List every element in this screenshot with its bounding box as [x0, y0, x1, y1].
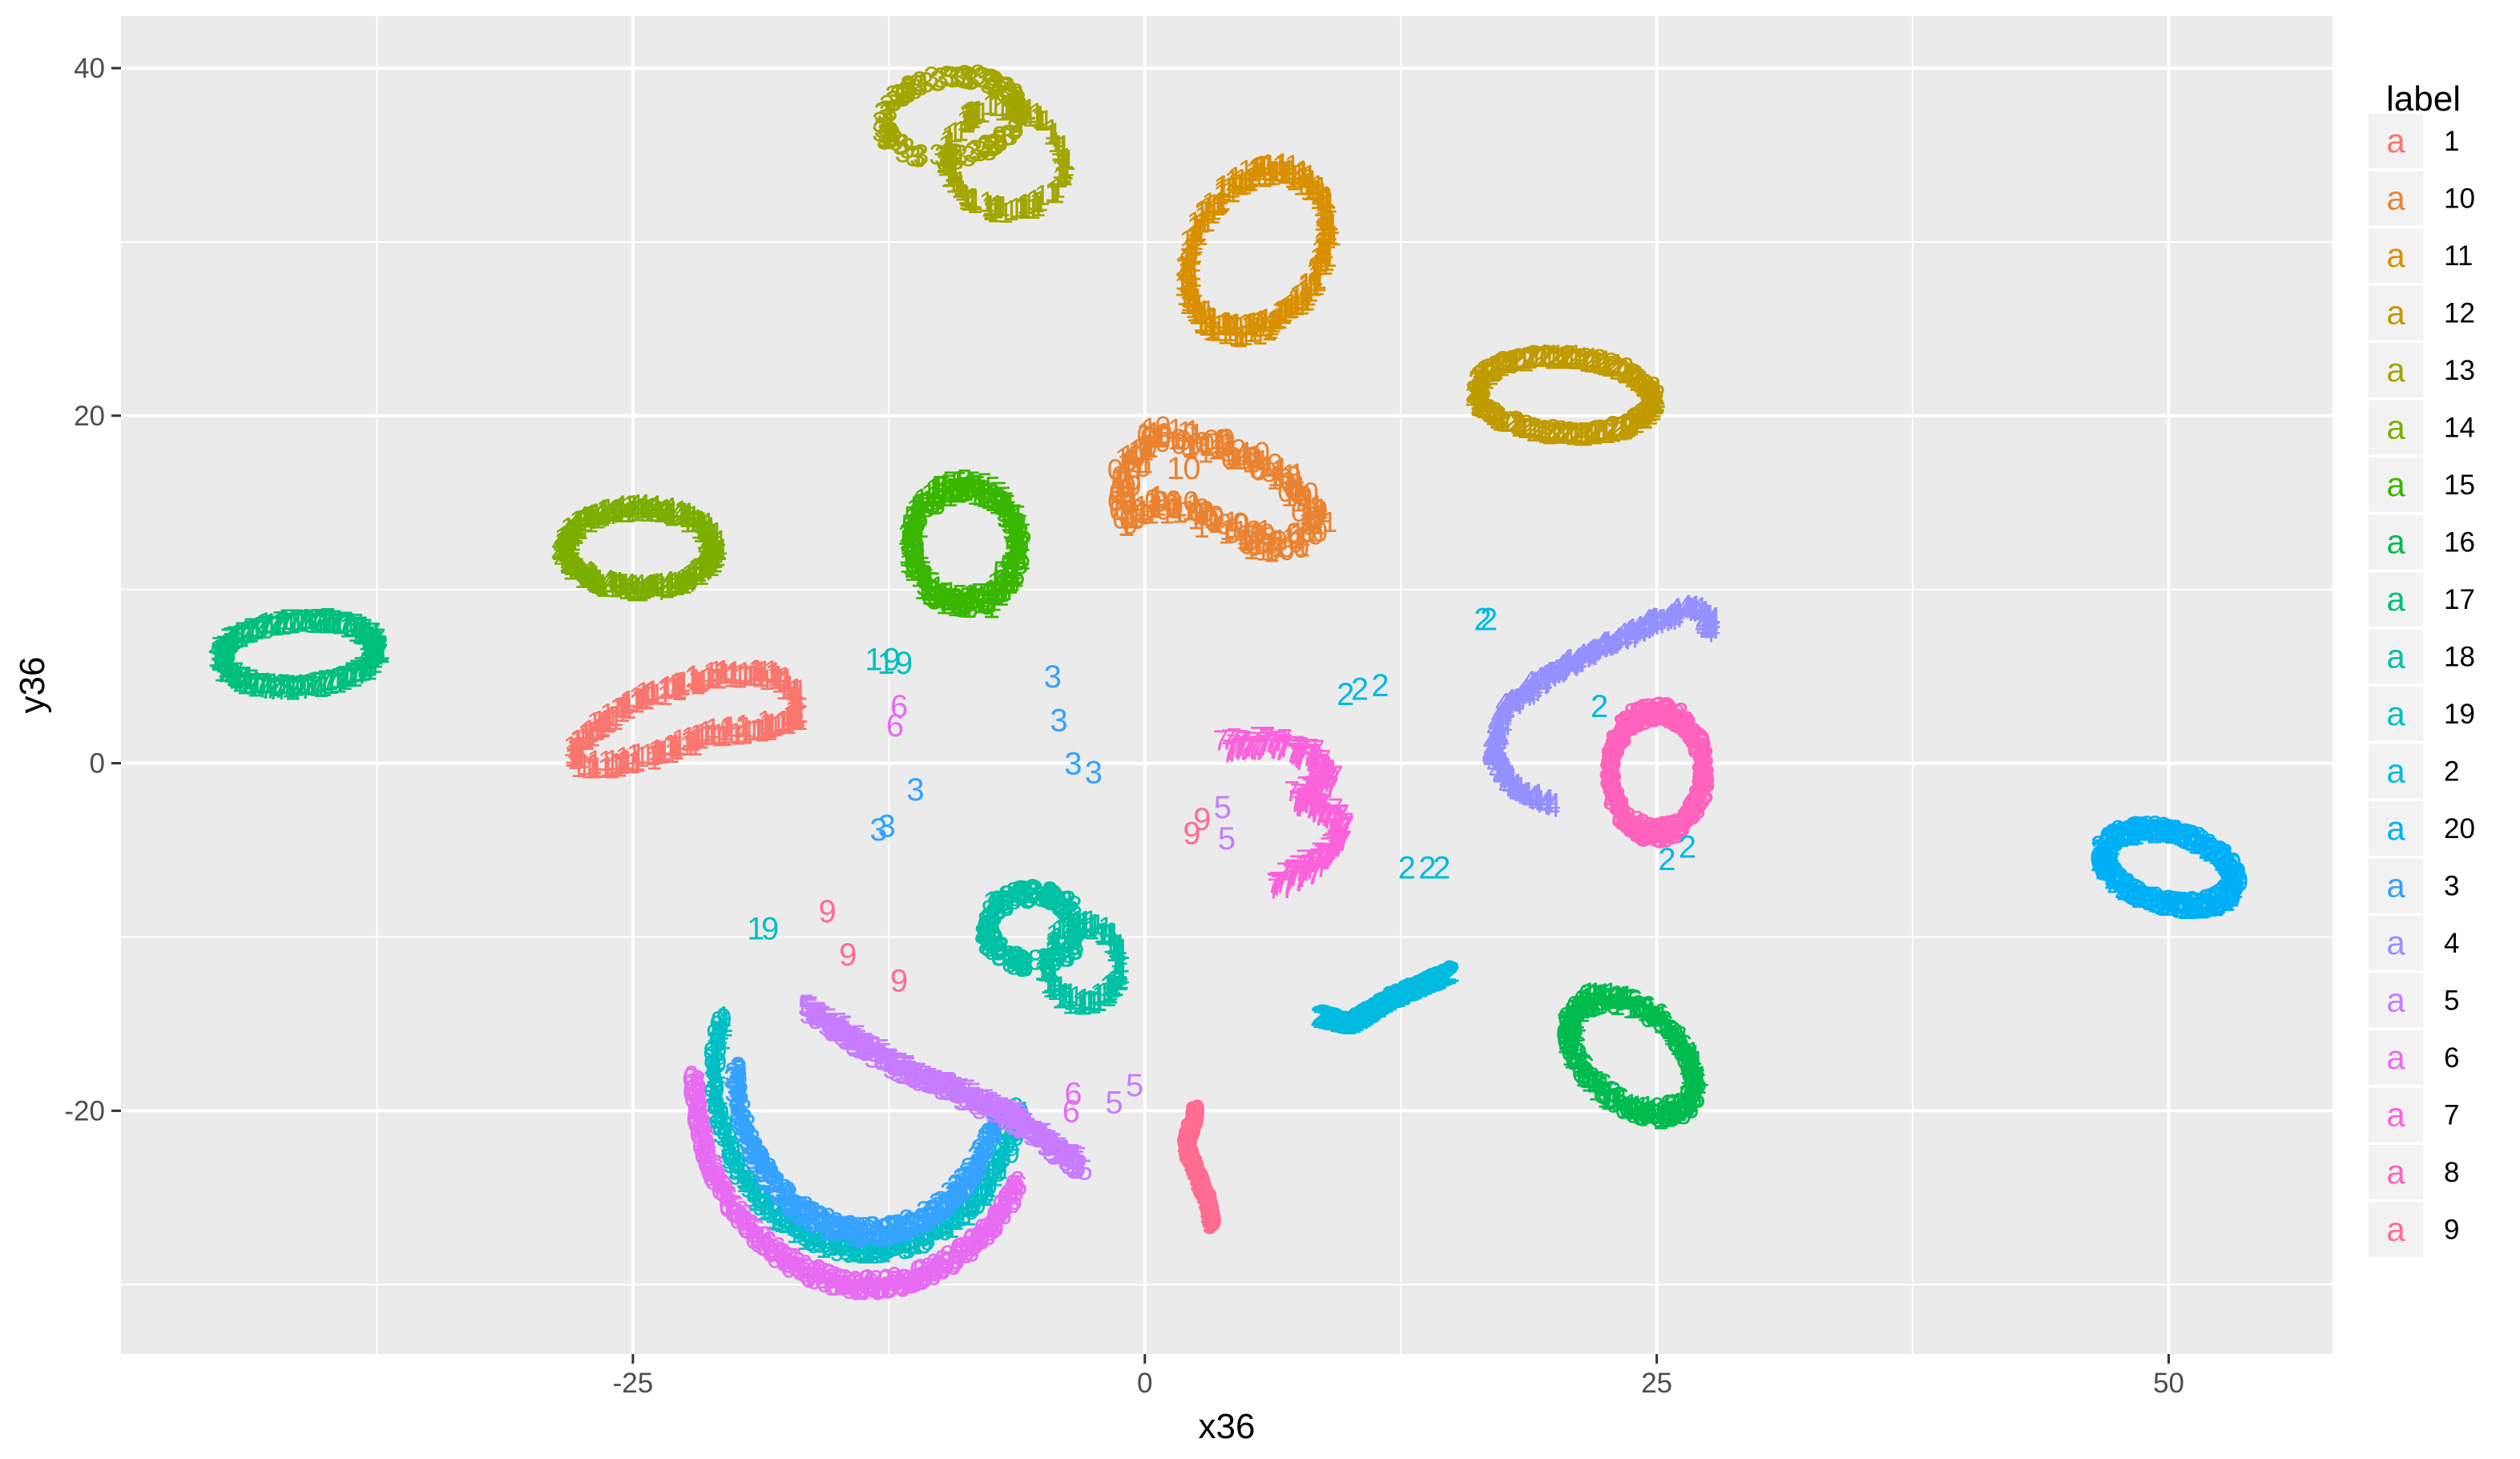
point-glyph: 1 [1110, 941, 1126, 973]
point-glyph: 1 [1050, 135, 1066, 167]
point-glyph: 1 [968, 98, 984, 131]
point-glyph: 2 [1639, 385, 1655, 418]
point-glyph: 5 [1013, 530, 1029, 562]
point-glyph: 8 [1697, 757, 1713, 790]
point-glyph: 1 [940, 123, 956, 156]
point-glyph: 8 [1025, 877, 1041, 909]
point-glyph: 3 [929, 64, 946, 97]
point-glyph: 2 [1441, 954, 1458, 987]
point-glyph: 0 [2221, 871, 2237, 904]
point-glyph: 5 [1077, 1153, 1093, 1186]
point-glyph: 1 [1107, 970, 1123, 1003]
point-glyph: 8 [1018, 947, 1034, 980]
point-glyph: 3 [897, 75, 913, 108]
point-glyph: 8 [1042, 879, 1058, 912]
point-glyph: 1 [1063, 983, 1079, 1016]
point-glyph: 1 [1306, 254, 1322, 287]
point-glyph: 1 [982, 193, 998, 226]
point-glyph: 3 [992, 124, 1008, 157]
point-glyph: 7 [372, 632, 388, 665]
point-glyph: 6 [1009, 1165, 1025, 1198]
point-glyph: 0 [1122, 507, 1138, 540]
point-glyph: 1 [1029, 97, 1045, 130]
point-glyph: 1 [1093, 917, 1109, 949]
point-glyph: 7 [1267, 873, 1283, 905]
point-glyph: 3 [1002, 79, 1018, 111]
point-glyph: 1 [1025, 192, 1041, 225]
point-glyph: 3 [913, 138, 929, 171]
point-glyph: 8 [990, 933, 1006, 966]
point-glyph: 4 [1699, 614, 1716, 647]
point-glyph: 1 [570, 741, 586, 774]
point-glyph: 3 [962, 63, 978, 96]
point-glyph: 3 [872, 115, 888, 148]
point-glyph: 4 [712, 533, 728, 566]
point-glyph: 8 [1066, 917, 1082, 950]
point-glyph: 6 [1663, 1014, 1679, 1046]
